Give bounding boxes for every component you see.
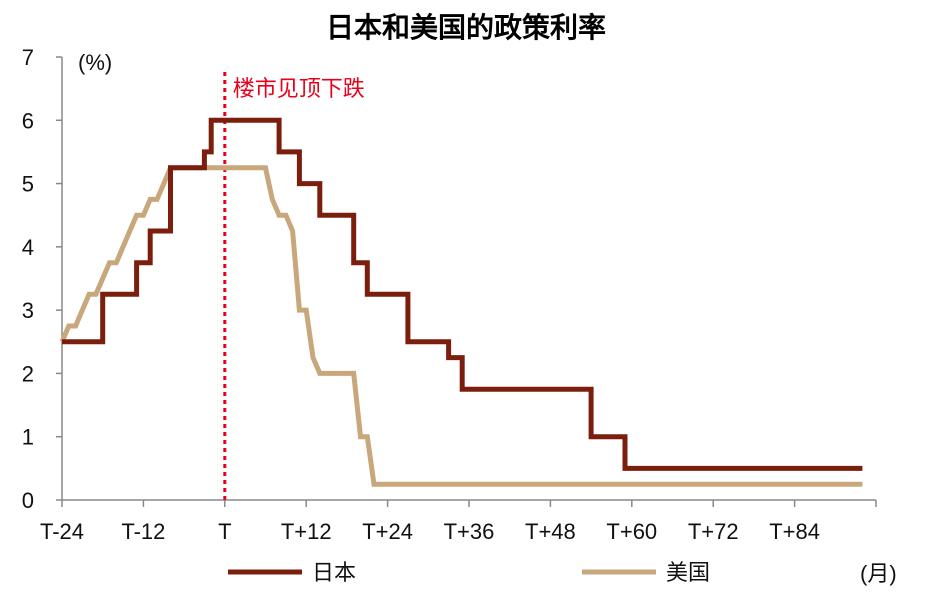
series-group (59, 117, 863, 487)
x-unit-label: (月) (860, 561, 897, 586)
legend-label-us: 美国 (666, 561, 710, 586)
y-tick-label: 0 (22, 488, 34, 513)
x-tick-label: T+60 (606, 519, 657, 544)
y-tick-label: 1 (22, 425, 34, 450)
x-tick-label: T-24 (40, 519, 84, 544)
y-tick-label: 7 (22, 45, 34, 70)
x-tick-label: T (218, 519, 231, 544)
legend: 日本 美国 (228, 561, 710, 586)
x-tick-label: T-12 (121, 519, 165, 544)
x-tick-label: T+12 (281, 519, 332, 544)
x-tick-label: T+36 (444, 519, 495, 544)
y-tick-label: 6 (22, 108, 34, 133)
x-tick-label: T+48 (525, 519, 576, 544)
axes: 0 1 2 3 4 5 6 7 T-24 T-12 T T+12 T+24 T+36 T+48 T+60 T+7… (22, 45, 877, 544)
legend-label-japan: 日本 (312, 561, 356, 586)
chart-title: 日本和美国的政策利率 (326, 11, 606, 44)
y-tick-label: 3 (22, 298, 34, 323)
y-tick-label: 4 (22, 235, 34, 260)
y-unit-label: (%) (78, 50, 112, 75)
x-tick-label: T+84 (769, 519, 820, 544)
y-tick-label: 2 (22, 361, 34, 386)
series-line-japan (62, 117, 863, 471)
annotation-label: 楼市见顶下跌 (233, 77, 365, 102)
y-tick-label: 5 (22, 172, 34, 197)
x-tick-label: T+24 (362, 519, 413, 544)
series-line-us (59, 165, 863, 487)
annotation-group: 楼市见顶下跌 (223, 72, 365, 500)
x-tick-label: T+72 (688, 519, 739, 544)
